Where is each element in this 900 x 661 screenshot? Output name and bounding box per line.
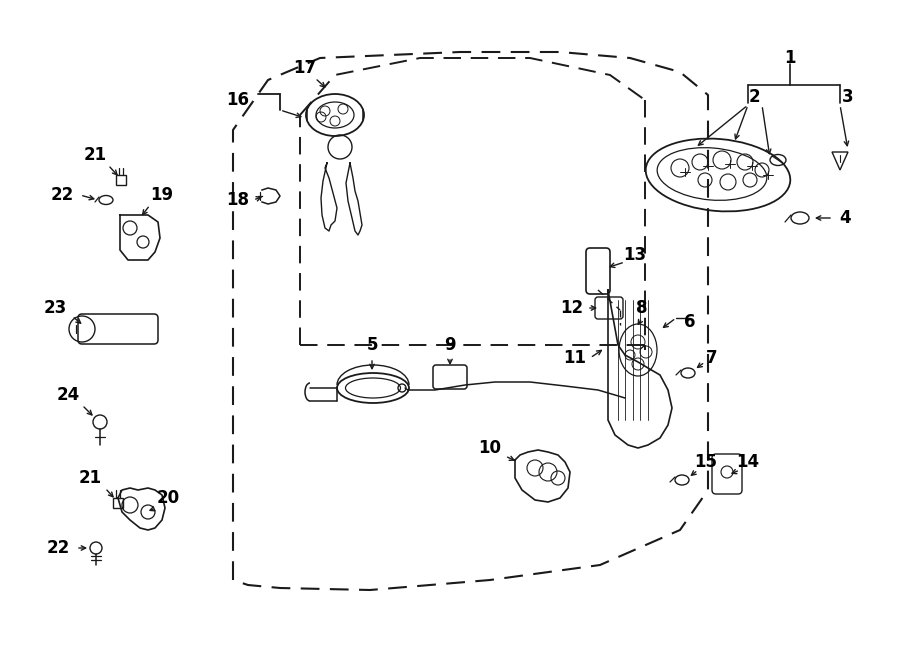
Text: 5: 5 (366, 336, 378, 354)
Text: 14: 14 (736, 453, 760, 471)
Text: 6: 6 (684, 313, 696, 331)
Text: 17: 17 (293, 59, 317, 77)
Text: 15: 15 (695, 453, 717, 471)
Text: 10: 10 (479, 439, 501, 457)
Text: 11: 11 (563, 349, 587, 367)
Text: 18: 18 (227, 191, 249, 209)
Text: 9: 9 (445, 336, 455, 354)
Text: 3: 3 (842, 88, 854, 106)
Text: 24: 24 (57, 386, 79, 404)
Text: 22: 22 (47, 539, 69, 557)
Text: 7: 7 (706, 349, 718, 367)
Text: 21: 21 (78, 469, 102, 487)
Text: 1: 1 (784, 49, 796, 67)
Text: 23: 23 (43, 299, 67, 317)
Text: 19: 19 (150, 186, 174, 204)
Text: 16: 16 (227, 91, 249, 109)
Text: 12: 12 (561, 299, 583, 317)
Text: 22: 22 (50, 186, 74, 204)
Text: 4: 4 (839, 209, 850, 227)
Text: 21: 21 (84, 146, 106, 164)
Text: 20: 20 (157, 489, 180, 507)
Text: 13: 13 (624, 246, 646, 264)
Text: 2: 2 (748, 88, 760, 106)
Text: 8: 8 (636, 299, 648, 317)
